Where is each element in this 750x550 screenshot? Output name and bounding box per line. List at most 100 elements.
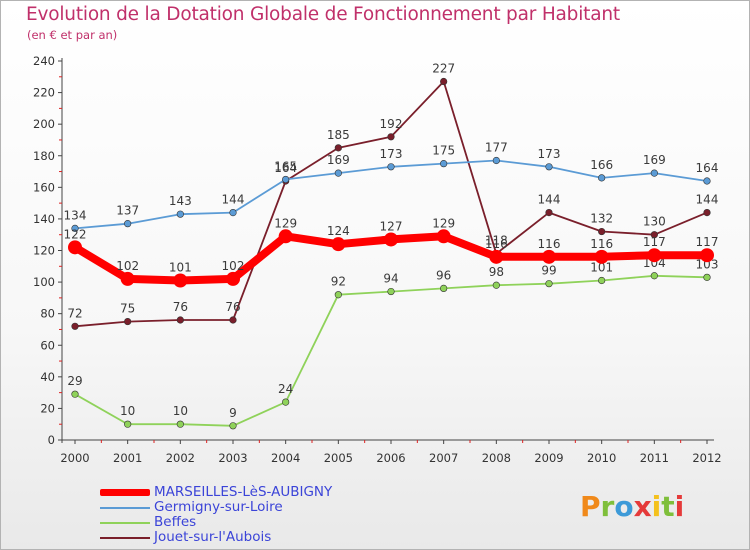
data-label-marseilles-l-s-aubigny: 116 [590,237,613,251]
logo-letter: r [600,490,615,523]
data-point-beffes [598,276,606,285]
chart-subtitle: (en € et par an) [27,28,118,42]
y-tick-label: 60 [40,338,55,352]
x-tick-label: 2001 [113,451,142,465]
legend-swatch-beffes [100,522,150,524]
x-tick-label: 2007 [429,451,458,465]
data-label-jouet-sur-l-aubois: 75 [120,302,135,316]
data-point-jouet-sur-l-aubois [229,316,237,324]
y-tick-label: 240 [33,54,55,68]
data-point-marseilles-l-s-aubigny [120,271,135,286]
data-point-beffes [176,420,184,428]
data-point-germigny-sur-loire [387,163,395,171]
data-label-jouet-sur-l-aubois: 76 [225,300,240,314]
data-point-germigny-sur-loire [282,175,290,184]
data-point-beffes [71,390,79,398]
data-point-marseilles-l-s-aubigny [278,229,293,244]
x-tick-label: 2005 [324,451,353,465]
logo-letter: o [614,490,634,523]
data-point-beffes [703,273,711,281]
data-point-germigny-sur-loire [229,209,237,217]
data-label-germigny-sur-loire: 177 [485,140,508,154]
x-tick-label: 2008 [482,451,511,465]
data-point-germigny-sur-loire [492,156,500,165]
data-point-jouet-sur-l-aubois [176,316,184,324]
logo-letter: i [674,490,685,523]
x-tick-label: 2006 [376,451,405,465]
data-point-jouet-sur-l-aubois [650,231,658,239]
data-label-germigny-sur-loire: 165 [274,159,297,173]
data-point-marseilles-l-s-aubigny [542,249,556,264]
data-point-marseilles-l-s-aubigny [436,229,451,244]
data-point-marseilles-l-s-aubigny [226,271,240,286]
legend-label: Germigny-sur-Loire [154,499,283,515]
data-label-jouet-sur-l-aubois: 185 [327,128,350,142]
data-point-marseilles-l-s-aubigny [68,240,82,255]
data-point-marseilles-l-s-aubigny [489,249,504,264]
data-label-marseilles-l-s-aubigny: 102 [222,259,245,273]
data-point-germigny-sur-loire [124,220,132,228]
data-label-beffes: 24 [278,382,293,396]
y-tick-label: 200 [33,117,55,131]
data-point-beffes [440,284,448,293]
y-tick-label: 80 [40,307,55,321]
data-label-jouet-sur-l-aubois: 144 [696,193,719,207]
data-label-beffes: 98 [489,265,504,279]
data-point-germigny-sur-loire [440,160,448,168]
x-tick-label: 2012 [692,451,721,465]
series-line-beffes [74,274,708,427]
data-point-beffes [124,420,132,428]
legend-label: MARSEILLES-LèS-AUBIGNY [154,484,333,500]
data-label-jouet-sur-l-aubois: 72 [67,306,82,320]
data-point-beffes [545,280,553,288]
data-label-germigny-sur-loire: 144 [222,193,245,207]
data-point-marseilles-l-s-aubigny [700,248,714,263]
legend-label: Jouet-sur-l'Aubois [154,529,272,545]
data-point-jouet-sur-l-aubois [545,209,553,217]
x-tick-label: 2003 [218,451,247,465]
data-point-beffes [229,422,237,430]
legend-swatch-jouet [100,537,150,539]
data-point-beffes [282,398,290,406]
data-label-marseilles-l-s-aubigny: 101 [169,261,192,275]
data-point-germigny-sur-loire [545,163,553,171]
data-label-beffes: 9 [229,406,237,420]
data-label-beffes: 101 [590,261,613,275]
data-point-germigny-sur-loire [176,210,184,218]
data-label-marseilles-l-s-aubigny: 127 [380,219,403,233]
y-tick-label: 100 [33,275,55,289]
data-point-beffes [334,291,342,299]
logo-letter: i [651,490,662,523]
data-label-germigny-sur-loire: 169 [327,153,350,167]
data-label-beffes: 96 [436,268,451,282]
data-label-jouet-sur-l-aubois: 164 [274,161,297,175]
y-tick-label: 140 [33,212,55,226]
data-label-germigny-sur-loire: 166 [590,158,613,172]
data-point-germigny-sur-loire [71,224,79,232]
data-label-germigny-sur-loire: 175 [432,144,455,158]
data-point-jouet-sur-l-aubois [71,322,79,330]
data-point-jouet-sur-l-aubois [598,227,606,236]
data-point-beffes [650,272,658,280]
data-point-jouet-sur-l-aubois [440,77,448,86]
data-label-marseilles-l-s-aubigny: 129 [432,216,455,230]
y-tick-label: 40 [40,370,55,384]
data-label-jouet-sur-l-aubois: 192 [380,117,403,131]
data-label-jouet-sur-l-aubois: 76 [173,300,188,314]
data-label-germigny-sur-loire: 173 [538,147,561,161]
chart-title: Evolution de la Dotation Globale de Fonc… [26,4,620,25]
logo-letter: t [661,490,675,523]
data-point-jouet-sur-l-aubois [703,209,711,217]
legend-swatch-germigny [100,507,150,509]
x-tick-label: 2000 [60,451,89,465]
data-point-germigny-sur-loire [703,177,711,185]
data-point-germigny-sur-loire [334,169,342,177]
data-point-beffes [492,281,500,289]
data-label-marseilles-l-s-aubigny: 102 [116,259,139,273]
x-tick-label: 2009 [534,451,563,465]
data-label-beffes: 99 [541,264,556,278]
data-label-marseilles-l-s-aubigny: 116 [538,237,561,251]
data-point-jouet-sur-l-aubois [387,133,395,141]
logo-letter: x [633,490,652,523]
data-label-marseilles-l-s-aubigny: 122 [64,227,87,241]
